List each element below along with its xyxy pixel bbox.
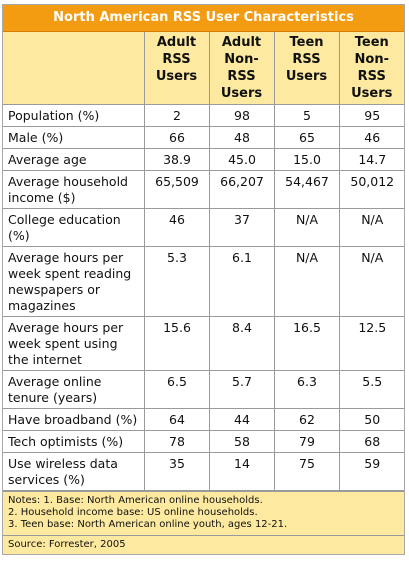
cell-value: 65,509	[143, 170, 210, 209]
cell-value: 45.0	[208, 148, 275, 171]
row-label: Average hours per week spent reading new…	[3, 246, 145, 317]
cell-value: 98	[208, 104, 275, 127]
cell-value: 78	[143, 430, 210, 453]
cell-value: 5	[273, 104, 340, 127]
cell-value: 59	[338, 452, 404, 491]
row-label: Have broadband (%)	[3, 408, 145, 431]
table-row: Use wireless data services (%) 35 14 75 …	[3, 452, 404, 491]
row-label: Average age	[3, 148, 145, 171]
cell-value: 16.5	[273, 316, 340, 371]
cell-value: 50	[338, 408, 404, 431]
row-label: Average household income ($)	[3, 170, 145, 209]
cell-value: 75	[273, 452, 340, 491]
cell-value: 95	[338, 104, 404, 127]
row-label: Tech optimists (%)	[3, 430, 145, 453]
cell-value: 15.0	[273, 148, 340, 171]
table-title: North American RSS User Characteristics	[3, 5, 404, 32]
row-label: College education (%)	[3, 208, 145, 247]
header-row: Adult RSS Users Adult Non- RSS Users Tee…	[3, 32, 404, 105]
cell-value: 58	[208, 430, 275, 453]
column-header-teen-rss: Teen RSS Users	[273, 32, 340, 105]
cell-value: 6.1	[208, 246, 275, 317]
table-row: Average online tenure (years) 6.5 5.7 6.…	[3, 370, 404, 409]
cell-value: 14.7	[338, 148, 404, 171]
rss-user-table: Adult RSS Users Adult Non- RSS Users Tee…	[3, 32, 404, 491]
cell-value: N/A	[338, 246, 404, 317]
note-line: Notes: 1. Base: North American online ho…	[8, 495, 263, 506]
cell-value: 68	[338, 430, 404, 453]
table-row: Male (%) 66 48 65 46	[3, 126, 404, 149]
table-notes: Notes: 1. Base: North American online ho…	[3, 491, 404, 535]
cell-value: 38.9	[143, 148, 210, 171]
table-row: Population (%) 2 98 5 95	[3, 104, 404, 127]
table-source: Source: Forrester, 2005	[3, 535, 404, 554]
cell-value: 46	[338, 126, 404, 149]
cell-value: 35	[143, 452, 210, 491]
cell-value: 50,012	[338, 170, 404, 209]
cell-value: 37	[208, 208, 275, 247]
column-header-adult-rss: Adult RSS Users	[143, 32, 210, 105]
cell-value: 64	[143, 408, 210, 431]
cell-value: 5.7	[208, 370, 275, 409]
rss-characteristics-panel: North American RSS User Characteristics …	[2, 4, 405, 555]
row-label: Average hours per week spent using the i…	[3, 316, 145, 371]
table-row: Have broadband (%) 64 44 62 50	[3, 408, 404, 431]
cell-value: 14	[208, 452, 275, 491]
header-corner-cell	[3, 32, 145, 105]
cell-value: 5.3	[143, 246, 210, 317]
cell-value: 66	[143, 126, 210, 149]
row-label: Average online tenure (years)	[3, 370, 145, 409]
cell-value: 2	[143, 104, 210, 127]
cell-value: 62	[273, 408, 340, 431]
note-line: 2. Household income base: US online hous…	[8, 507, 258, 518]
table-row: Average age 38.9 45.0 15.0 14.7	[3, 148, 404, 171]
cell-value: 5.5	[338, 370, 404, 409]
cell-value: 79	[273, 430, 340, 453]
cell-value: 12.5	[338, 316, 404, 371]
row-label: Use wireless data services (%)	[3, 452, 145, 491]
table-row: Tech optimists (%) 78 58 79 68	[3, 430, 404, 453]
cell-value: 8.4	[208, 316, 275, 371]
column-header-adult-non-rss: Adult Non- RSS Users	[208, 32, 275, 105]
table-row: Average household income ($) 65,509 66,2…	[3, 170, 404, 209]
cell-value: N/A	[273, 246, 340, 317]
column-header-teen-non-rss: Teen Non- RSS Users	[338, 32, 404, 105]
table-row: Average hours per week spent using the i…	[3, 316, 404, 371]
cell-value: 15.6	[143, 316, 210, 371]
cell-value: N/A	[338, 208, 404, 247]
note-line: 3. Teen base: North American online yout…	[8, 519, 288, 530]
row-label: Male (%)	[3, 126, 145, 149]
row-label: Population (%)	[3, 104, 145, 127]
cell-value: 44	[208, 408, 275, 431]
cell-value: 6.5	[143, 370, 210, 409]
table-row: College education (%) 46 37 N/A N/A	[3, 208, 404, 247]
cell-value: N/A	[273, 208, 340, 247]
cell-value: 54,467	[273, 170, 340, 209]
cell-value: 65	[273, 126, 340, 149]
cell-value: 6.3	[273, 370, 340, 409]
cell-value: 46	[143, 208, 210, 247]
cell-value: 66,207	[208, 170, 275, 209]
table-row: Average hours per week spent reading new…	[3, 246, 404, 317]
cell-value: 48	[208, 126, 275, 149]
